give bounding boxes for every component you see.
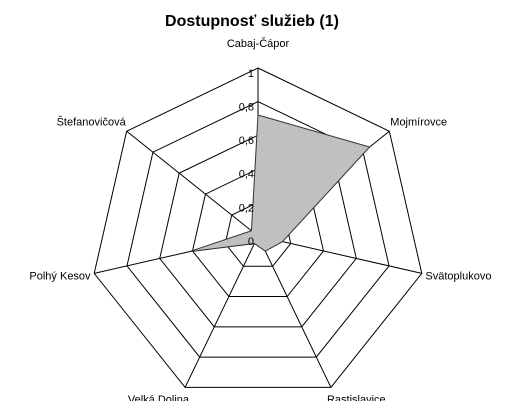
y-tick-label: 1 bbox=[248, 68, 254, 80]
category-label: Rastislavice bbox=[327, 394, 386, 401]
y-tick-label: 0,6 bbox=[239, 135, 254, 147]
category-label: Velká Dolina bbox=[128, 394, 190, 401]
data-area bbox=[189, 114, 371, 253]
category-label: Polhý Kesov bbox=[29, 270, 91, 282]
y-tick-label: 0,2 bbox=[239, 202, 254, 214]
category-label: Mojmírovce bbox=[390, 116, 447, 128]
y-tick-label: 0,4 bbox=[239, 169, 254, 181]
grid-line bbox=[93, 67, 423, 388]
category-label: Cabaj-Čápor bbox=[227, 37, 290, 50]
category-label: Svätoplukovo bbox=[425, 270, 491, 282]
y-tick-label: 0,8 bbox=[239, 102, 254, 114]
y-tick-label: 0 bbox=[248, 236, 254, 248]
grid-line bbox=[126, 101, 390, 358]
axis-line bbox=[184, 235, 259, 388]
chart-title: Dostupnosť služieb (1) bbox=[165, 13, 339, 30]
category-label: Štefanovičová bbox=[57, 115, 127, 128]
axis-line bbox=[257, 235, 422, 274]
axis-line bbox=[126, 130, 259, 237]
axis-line bbox=[257, 235, 332, 388]
grid-line bbox=[159, 134, 357, 328]
